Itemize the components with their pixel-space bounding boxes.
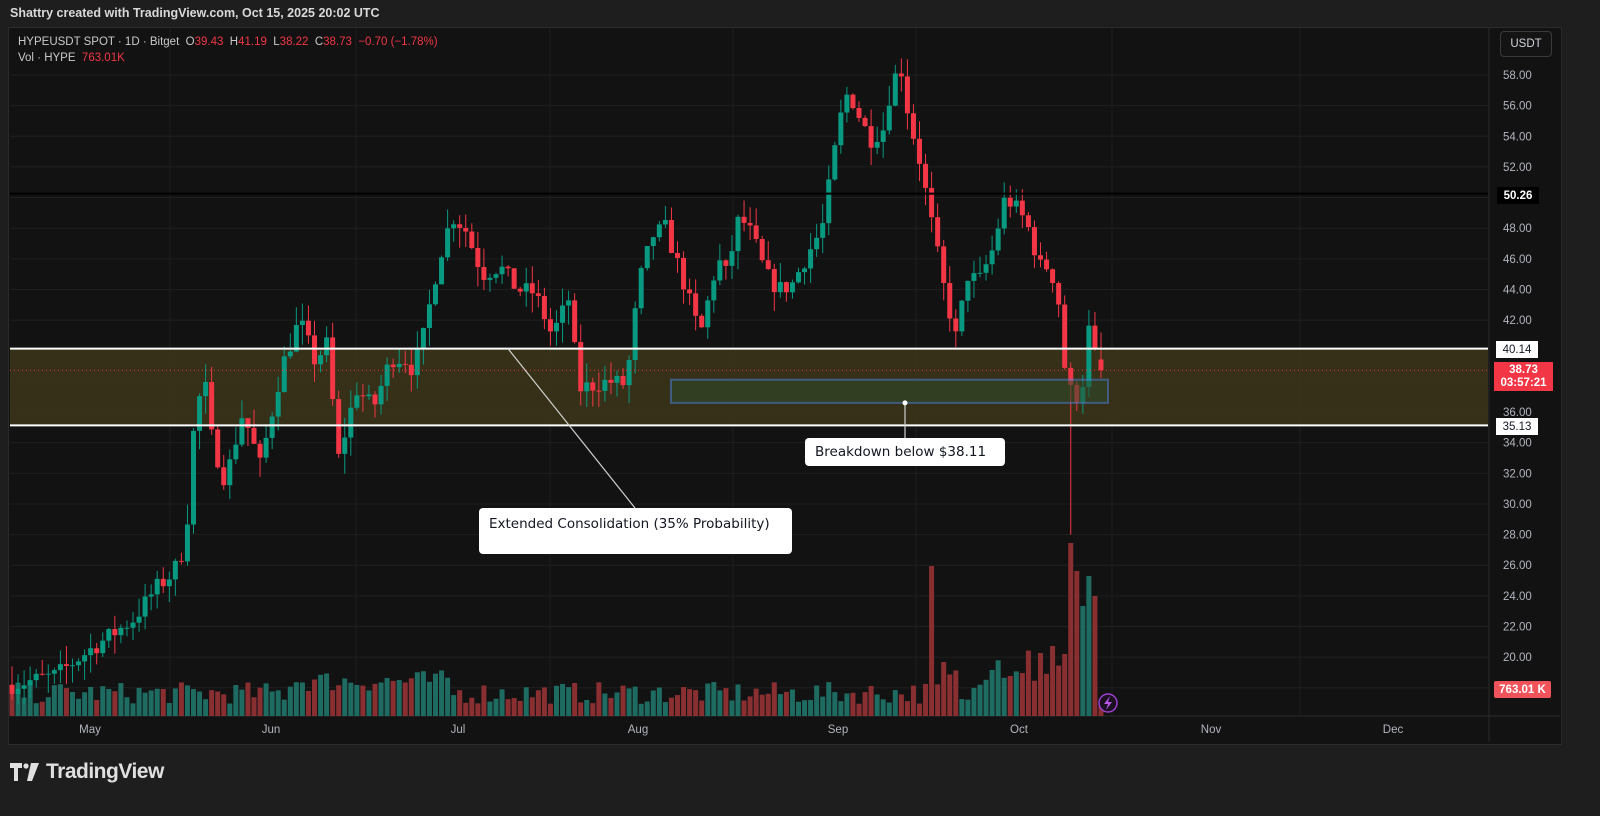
- svg-text:Nov: Nov: [1201, 724, 1222, 736]
- zone-bottom-price-tag: 35.13: [1496, 418, 1538, 435]
- symbol-legend: HYPEUSDT SPOT · 1D · Bitget O39.43 H41.1…: [18, 34, 438, 66]
- lightning-event-icon[interactable]: [1098, 693, 1118, 713]
- svg-text:Aug: Aug: [628, 724, 648, 736]
- current-price-tag: 38.73 03:57:21: [1494, 362, 1553, 391]
- zone-top-price-tag: 40.14: [1496, 341, 1538, 358]
- svg-text:42.00: 42.00: [1503, 315, 1532, 327]
- svg-text:May: May: [79, 724, 101, 736]
- svg-text:24.00: 24.00: [1503, 591, 1532, 603]
- svg-text:20.00: 20.00: [1503, 652, 1532, 664]
- brand-name: TradingView: [46, 760, 164, 783]
- symbol-name[interactable]: HYPEUSDT SPOT · 1D · Bitget: [18, 36, 180, 48]
- consolidation-callout[interactable]: Extended Consolidation (35% Probability): [479, 508, 792, 554]
- attribution-text: Shattry created with TradingView.com, Oc…: [10, 6, 380, 20]
- currency-unit-button[interactable]: USDT: [1500, 31, 1552, 57]
- breakdown-callout[interactable]: Breakdown below $38.11: [805, 438, 1005, 466]
- svg-text:56.00: 56.00: [1503, 101, 1532, 113]
- ohlc-row: HYPEUSDT SPOT · 1D · Bitget O39.43 H41.1…: [18, 34, 438, 50]
- svg-text:34.00: 34.00: [1503, 438, 1532, 450]
- current-price: 38.73: [1509, 363, 1538, 376]
- svg-text:58.00: 58.00: [1503, 70, 1532, 82]
- svg-text:30.00: 30.00: [1503, 499, 1532, 511]
- bar-countdown: 03:57:21: [1500, 376, 1547, 389]
- volume-label[interactable]: Vol · HYPE: [18, 52, 76, 64]
- svg-text:54.00: 54.00: [1503, 131, 1532, 143]
- svg-text:Jul: Jul: [451, 724, 466, 736]
- low-label: L: [273, 36, 280, 48]
- svg-text:36.00: 36.00: [1503, 407, 1532, 419]
- high-value: 41.19: [238, 36, 267, 48]
- svg-text:48.00: 48.00: [1503, 223, 1532, 235]
- low-value: 38.22: [279, 36, 309, 48]
- tradingview-logo-icon: [10, 763, 39, 781]
- change-value: −0.70 (−1.78%): [358, 36, 438, 48]
- svg-text:46.00: 46.00: [1503, 254, 1532, 266]
- resistance-price-tag: 50.26: [1497, 187, 1539, 204]
- svg-text:Sep: Sep: [828, 724, 848, 736]
- svg-text:Dec: Dec: [1383, 724, 1404, 736]
- svg-text:22.00: 22.00: [1503, 622, 1532, 634]
- attribution-bar: Shattry created with TradingView.com, Oc…: [0, 0, 1600, 27]
- volume-price-tag: 763.01 K: [1494, 681, 1551, 698]
- high-label: H: [229, 36, 239, 48]
- volume-value: 763.01K: [81, 52, 125, 64]
- svg-text:32.00: 32.00: [1503, 468, 1532, 480]
- svg-text:44.00: 44.00: [1503, 284, 1532, 296]
- svg-text:52.00: 52.00: [1503, 162, 1532, 174]
- open-value: 39.43: [194, 36, 224, 48]
- svg-text:26.00: 26.00: [1503, 560, 1532, 572]
- svg-text:Jun: Jun: [262, 724, 281, 736]
- volume-row: Vol · HYPE 763.01K: [18, 50, 438, 66]
- svg-text:Oct: Oct: [1010, 724, 1029, 736]
- svg-text:28.00: 28.00: [1503, 530, 1532, 542]
- close-value: 38.73: [323, 36, 352, 48]
- close-label: C: [314, 36, 324, 48]
- open-label: O: [185, 36, 195, 48]
- tradingview-logo[interactable]: TradingView: [10, 760, 164, 784]
